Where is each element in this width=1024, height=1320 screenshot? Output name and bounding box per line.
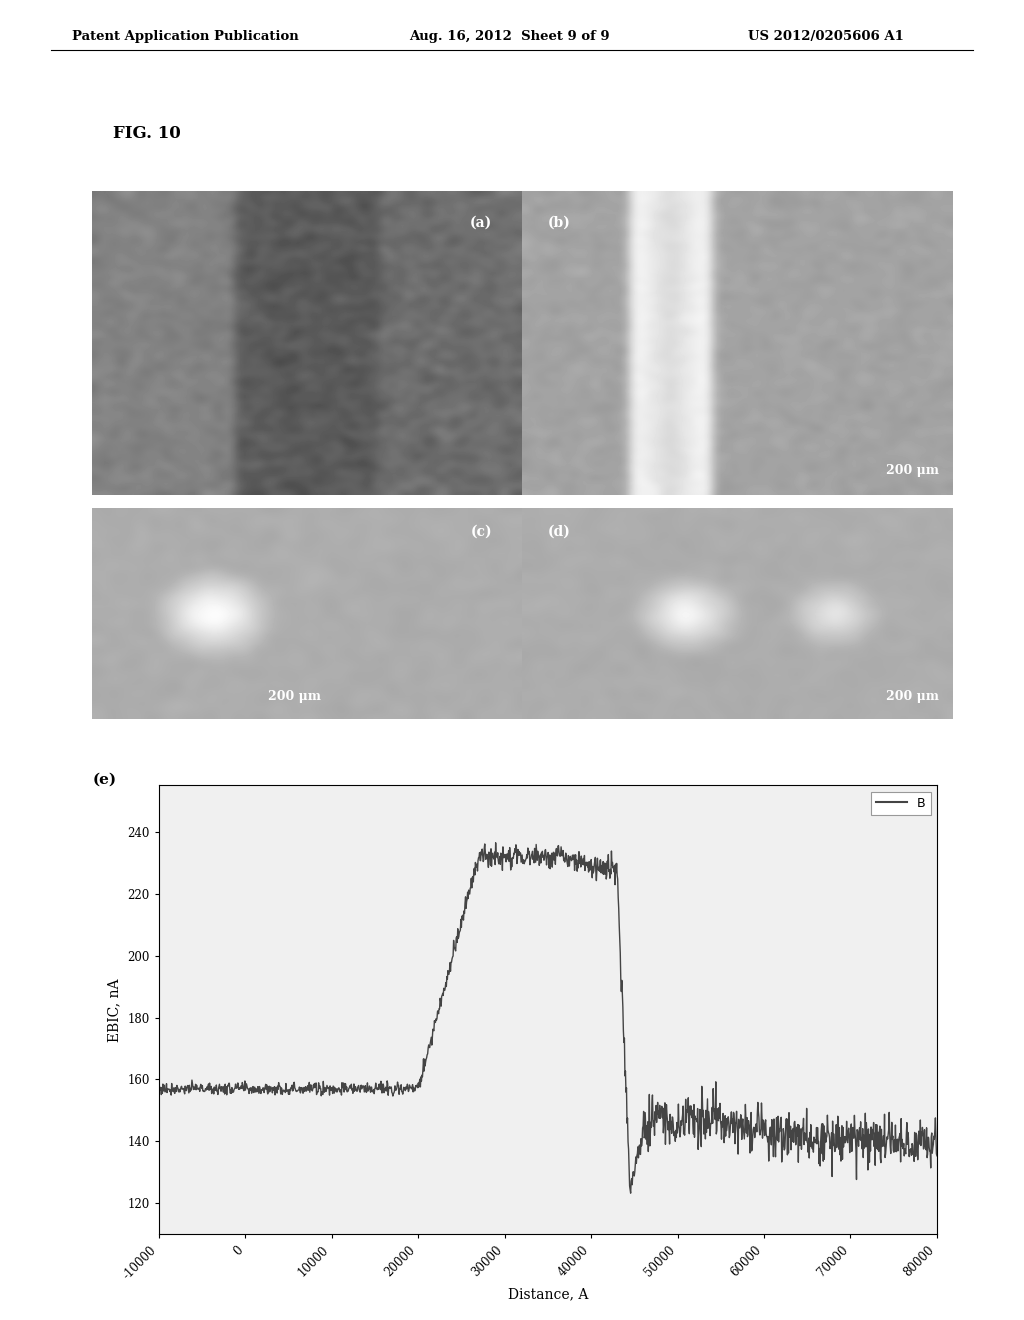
Text: 200 μm: 200 μm [268, 689, 321, 702]
Text: 200 μm: 200 μm [887, 689, 939, 702]
Text: US 2012/0205606 A1: US 2012/0205606 A1 [748, 30, 903, 44]
Y-axis label: EBIC, nA: EBIC, nA [108, 978, 122, 1041]
Legend: B: B [870, 792, 931, 814]
Text: Aug. 16, 2012  Sheet 9 of 9: Aug. 16, 2012 Sheet 9 of 9 [410, 30, 610, 44]
Text: Patent Application Publication: Patent Application Publication [72, 30, 298, 44]
Text: FIG. 10: FIG. 10 [113, 125, 180, 143]
Text: (c): (c) [470, 525, 493, 539]
Text: (b): (b) [548, 215, 571, 230]
X-axis label: Distance, A: Distance, A [508, 1287, 588, 1302]
Text: (e): (e) [92, 772, 117, 787]
Text: (a): (a) [470, 215, 493, 230]
Text: 200 μm: 200 μm [887, 463, 939, 477]
Text: (d): (d) [548, 525, 571, 539]
